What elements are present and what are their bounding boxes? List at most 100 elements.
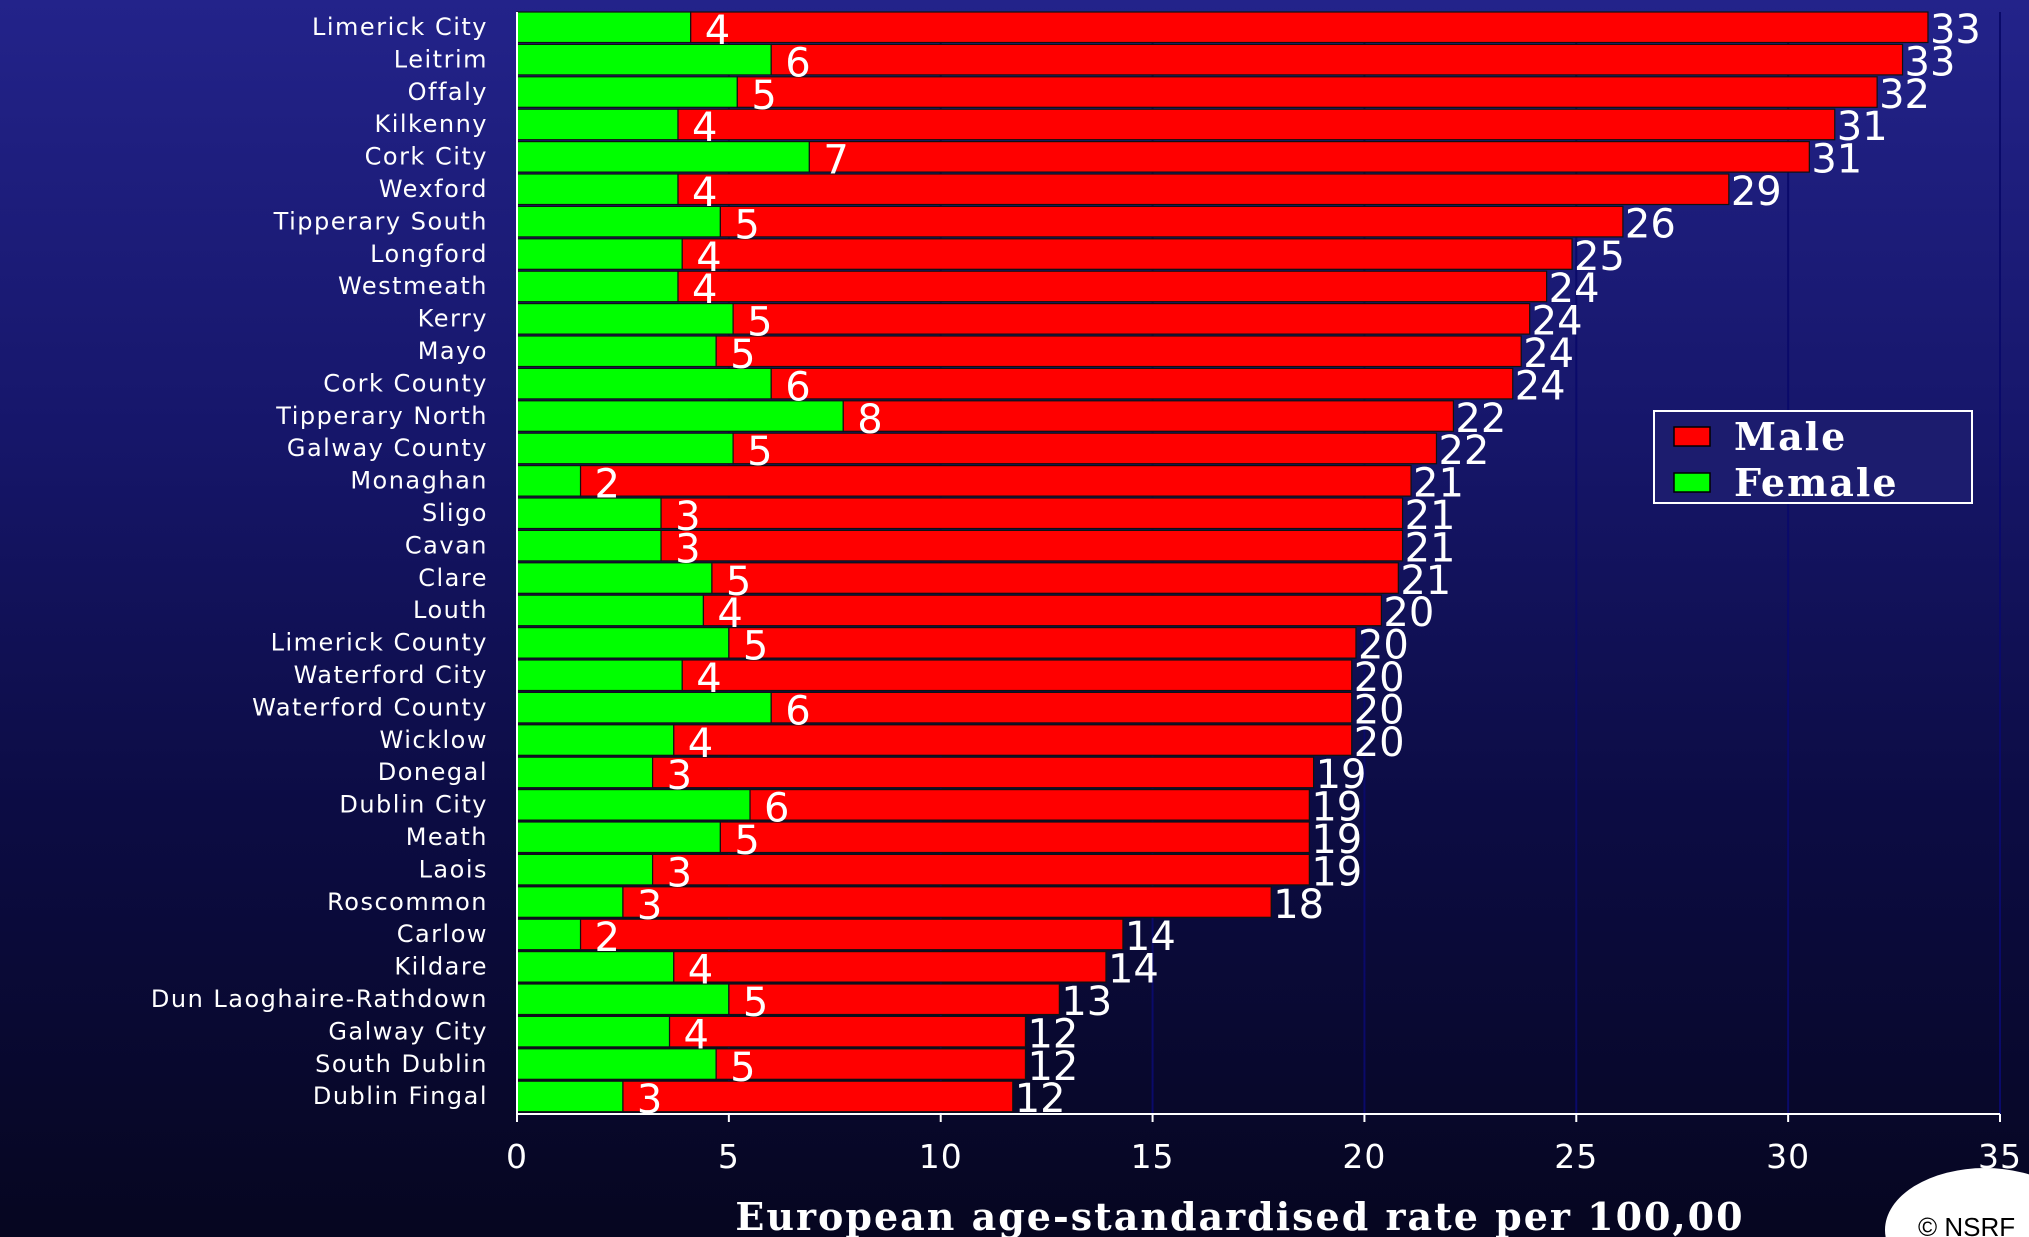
bar-female-clare: [516, 562, 713, 594]
bar-female-monaghan: [516, 465, 582, 497]
bar-male-westmeath: [677, 270, 1548, 303]
category-label: Limerick County: [271, 629, 488, 657]
bar-male-roscommon: [622, 886, 1272, 918]
female-value-label: 5: [730, 1045, 755, 1091]
male-value-label: 24: [1515, 363, 1566, 409]
male-value-label: 12: [1027, 1011, 1078, 1057]
category-label: Kerry: [418, 305, 488, 333]
bar-female-limerick-county: [516, 626, 730, 659]
male-value-label: 24: [1532, 299, 1583, 345]
category-label: Meath: [406, 823, 488, 851]
value-labels: 4 336 335 324 317 314 295 264 254 245 245 246 248 225…: [595, 7, 1981, 1123]
bar-female-sligo: [516, 497, 662, 530]
bar-female-dun-laoghaire-rathdown: [516, 983, 730, 1016]
bar-male-galway-city: [668, 1015, 1027, 1048]
bar-male-leitrim: [770, 43, 1904, 76]
bar-male-kilkenny: [677, 108, 1836, 141]
copyright-text: © NSRF: [1918, 1212, 2015, 1237]
bar-male-cork-city: [808, 141, 1810, 173]
bar-male-longford: [681, 238, 1573, 270]
copyright-badge-bg: [1885, 1168, 2029, 1237]
x-tick-label: 5: [718, 1137, 740, 1176]
category-label: Tipperary South: [273, 207, 488, 235]
male-value-label: 29: [1731, 169, 1782, 215]
bar-female-cavan: [516, 529, 662, 562]
male-value-label: 20: [1354, 655, 1405, 701]
category-label: Limerick City: [312, 13, 488, 41]
female-value-label: 6: [785, 688, 810, 734]
category-label: Clare: [418, 564, 488, 592]
bar-male-dublin-city: [749, 788, 1310, 821]
male-value-label: 18: [1273, 882, 1324, 928]
male-value-label: 31: [1837, 104, 1888, 150]
female-value-label: 4: [688, 721, 713, 767]
bar-female-kildare: [516, 950, 675, 983]
category-label: Kildare: [394, 953, 488, 981]
bar-male-monaghan: [579, 465, 1412, 497]
bar-male-dun-laoghaire-rathdown: [728, 983, 1060, 1016]
category-label: Roscommon: [327, 888, 488, 916]
female-value-label: 4: [692, 170, 717, 216]
bar-female-roscommon: [516, 886, 624, 918]
male-value-label: 21: [1400, 558, 1451, 604]
bar-female-limerick-city: [516, 11, 692, 44]
female-value-label: 8: [857, 397, 882, 443]
female-value-label: 4: [688, 948, 713, 994]
x-tick-label: 15: [1131, 1137, 1175, 1176]
female-value-label: 4: [717, 591, 742, 637]
bar-male-kildare: [673, 950, 1107, 983]
male-value-label: 26: [1625, 201, 1676, 247]
bar-male-laois: [651, 853, 1310, 886]
male-value-label: 20: [1354, 720, 1405, 766]
bar-female-cork-city: [516, 141, 810, 173]
bar-female-kerry: [516, 303, 734, 335]
bar-male-wicklow: [673, 724, 1353, 756]
female-value-label: 4: [696, 656, 721, 702]
category-label: Laois: [419, 855, 488, 883]
x-axis-title: European age-standardised rate per 100,0…: [735, 1194, 1744, 1237]
bar-female-galway-city: [516, 1015, 671, 1048]
bar-female-mayo: [516, 335, 717, 368]
bar-female-wexford: [516, 173, 679, 206]
bar-male-clare: [711, 562, 1399, 594]
legend: Male Female: [1653, 410, 1973, 505]
male-value-label: 20: [1358, 623, 1409, 669]
category-label: Westmeath: [338, 272, 488, 300]
category-label: Wicklow: [380, 726, 488, 754]
category-label: Wexford: [379, 175, 488, 203]
bar-female-dublin-fingal: [516, 1080, 624, 1113]
x-ticks: 0 5 10 15 20 25 30 35: [506, 1114, 2021, 1176]
female-value-label: 6: [764, 786, 789, 832]
bars: [516, 11, 1929, 1113]
bar-female-leitrim: [516, 43, 772, 76]
category-label: South Dublin: [315, 1050, 488, 1078]
category-label: Cavan: [405, 531, 488, 559]
category-label: Longford: [370, 240, 488, 268]
bar-female-kilkenny: [516, 108, 679, 141]
category-label: Galway City: [328, 1017, 488, 1045]
bar-female-galway-county: [516, 432, 734, 465]
female-value-label: 3: [637, 1077, 662, 1123]
female-value-label: 2: [595, 915, 620, 961]
x-tick-label: 20: [1342, 1137, 1386, 1176]
category-label: Carlow: [397, 920, 488, 948]
male-value-label: 32: [1879, 72, 1930, 118]
male-value-label: 33: [1930, 7, 1981, 53]
legend-label-female: Female: [1734, 460, 1899, 505]
category-label: Dublin Fingal: [313, 1082, 488, 1110]
legend-label-male: Male: [1734, 414, 1847, 459]
bar-male-limerick-city: [690, 11, 1929, 44]
category-label: Tipperary North: [275, 402, 488, 430]
category-label: Waterford City: [294, 661, 488, 689]
bar-male-louth: [702, 594, 1382, 627]
bar-female-wicklow: [516, 724, 675, 756]
male-value-label: 33: [1905, 39, 1956, 85]
male-value-label: 24: [1523, 331, 1574, 377]
male-value-label: 21: [1413, 461, 1464, 507]
category-label: Leitrim: [394, 45, 488, 73]
male-value-label: 14: [1108, 947, 1159, 993]
x-tick-label: 25: [1554, 1137, 1598, 1176]
female-value-label: 4: [692, 267, 717, 313]
category-label: Monaghan: [350, 467, 488, 495]
bar-female-tipperary-north: [516, 400, 844, 432]
